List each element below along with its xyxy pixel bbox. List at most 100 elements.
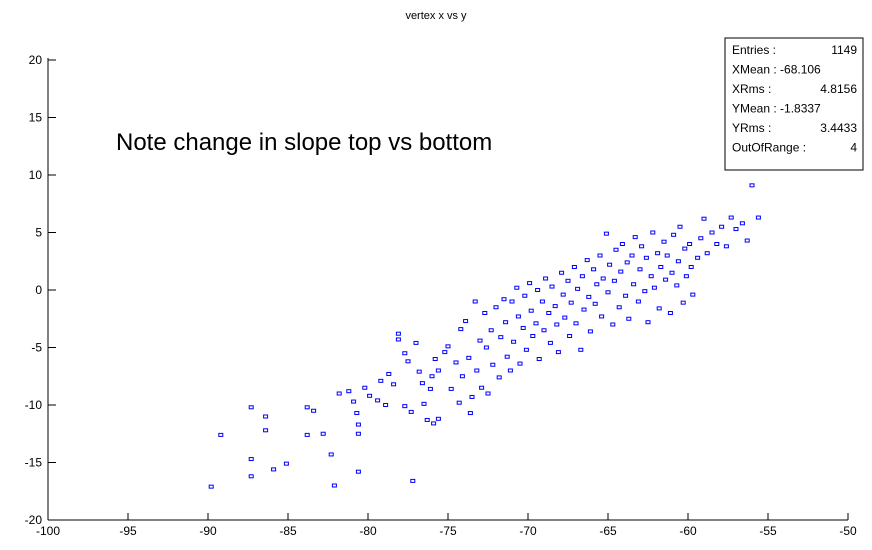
data-point <box>555 350 561 355</box>
x-tick-label: -50 <box>839 524 857 538</box>
data-point <box>584 258 590 263</box>
data-point <box>477 338 483 343</box>
x-tick-label: -70 <box>519 524 537 538</box>
stats-label: Entries : <box>732 43 776 57</box>
data-point <box>283 461 289 466</box>
data-point <box>419 381 425 386</box>
stats-label: YMean : -1.8337 <box>732 102 821 116</box>
stats-value: 4 <box>850 141 857 155</box>
data-point <box>663 277 669 282</box>
data-point <box>546 311 552 315</box>
data-point <box>591 267 597 272</box>
data-point <box>624 260 630 265</box>
data-point <box>539 299 545 304</box>
data-point <box>375 398 381 403</box>
stats-label: XRms : <box>732 82 771 96</box>
data-point <box>466 355 472 360</box>
data-point <box>459 374 465 379</box>
data-point <box>463 319 469 324</box>
data-point <box>496 375 502 380</box>
data-point <box>472 299 478 304</box>
data-point <box>723 244 729 249</box>
data-point <box>248 474 254 479</box>
data-point <box>573 321 579 326</box>
data-point <box>263 428 269 433</box>
stats-label: YRms : <box>732 121 771 135</box>
data-point <box>639 244 645 249</box>
data-point <box>320 431 326 436</box>
data-point <box>562 315 568 320</box>
data-point <box>549 284 555 289</box>
data-point <box>688 265 694 269</box>
data-point <box>445 344 451 349</box>
data-point <box>704 251 710 256</box>
data-point <box>567 334 573 338</box>
data-point <box>528 308 534 313</box>
axes: -100 -95 -90 -85 -80 -75 -70 -65 -60 -55 -50-20-15… <box>25 53 857 538</box>
data-point <box>709 230 715 235</box>
y-tick-label: 10 <box>29 168 43 182</box>
data-point <box>607 262 613 267</box>
data-point <box>263 414 269 419</box>
data-point <box>503 320 509 325</box>
data-point <box>458 327 464 332</box>
y-tick-label: -5 <box>31 341 42 355</box>
data-point <box>547 340 553 345</box>
data-point <box>648 274 654 279</box>
x-tick-label: -90 <box>199 524 217 538</box>
data-point <box>355 469 361 474</box>
data-point <box>719 224 725 229</box>
data-point <box>674 283 680 288</box>
data-point <box>431 421 437 426</box>
data-point <box>515 314 521 319</box>
data-point <box>493 305 499 310</box>
data-point <box>488 328 494 333</box>
x-tick-label: -55 <box>759 524 777 538</box>
data-point <box>469 394 475 399</box>
data-point <box>304 432 310 437</box>
data-point <box>581 307 587 312</box>
data-point <box>575 286 581 291</box>
data-point <box>645 320 651 325</box>
data-point <box>402 351 408 356</box>
data-point <box>667 311 673 315</box>
data-point <box>658 265 664 269</box>
data-point <box>571 265 577 269</box>
stats-box-frame <box>724 37 864 171</box>
data-point <box>664 253 670 258</box>
data-point <box>362 385 368 390</box>
data-point <box>509 299 515 304</box>
data-point <box>467 411 473 416</box>
stats-box: Entries : 1149 XMean : -68.106 XRms : 4.8156… <box>724 37 864 171</box>
data-point <box>683 274 689 279</box>
data-point <box>474 368 480 373</box>
data-point <box>587 329 593 334</box>
y-tick-label: -15 <box>25 456 43 470</box>
data-point <box>383 403 389 407</box>
data-point <box>448 386 454 391</box>
data-point <box>413 340 419 345</box>
y-tick-label: 5 <box>35 226 42 240</box>
data-point <box>395 331 401 336</box>
stats-label: XMean : -68.106 <box>732 63 821 77</box>
data-point <box>650 230 656 235</box>
data-point <box>749 183 755 188</box>
data-point <box>517 361 523 366</box>
data-point <box>610 322 616 327</box>
data-point <box>642 289 648 294</box>
data-point <box>651 285 657 290</box>
y-tick-label: 20 <box>29 53 43 67</box>
stats-value: 1149 <box>831 43 857 57</box>
data-point <box>603 231 609 236</box>
data-point <box>354 411 360 416</box>
data-point <box>661 239 667 244</box>
y-tick-label: -20 <box>25 513 43 527</box>
data-point <box>421 401 427 406</box>
stats-value: 4.8156 <box>820 82 857 96</box>
data-point <box>690 292 696 297</box>
data-point <box>355 422 361 427</box>
data-point <box>331 483 337 488</box>
data-point <box>600 276 606 281</box>
data-point <box>677 224 683 229</box>
